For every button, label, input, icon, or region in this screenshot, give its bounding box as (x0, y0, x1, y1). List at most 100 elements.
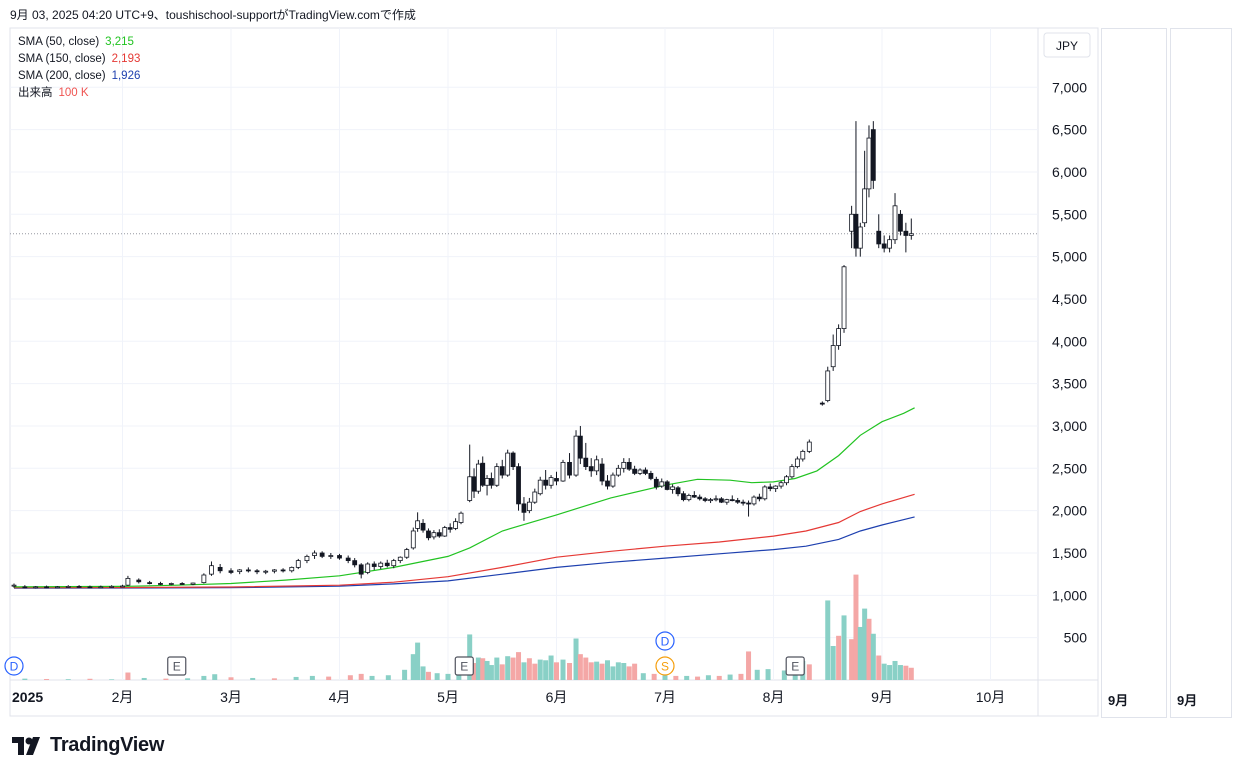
volume-bar (402, 669, 408, 680)
volume-bar (866, 618, 872, 680)
candle-body (319, 552, 325, 557)
volume-bar (640, 673, 646, 680)
candle-body (415, 520, 421, 529)
candle-body (475, 463, 481, 492)
candle-body (836, 328, 841, 346)
candle-body (337, 555, 342, 559)
candle-body (55, 586, 60, 589)
legend-sma200[interactable]: SMA (200, close) 1,926 (18, 70, 141, 82)
candle-body (675, 487, 681, 495)
volume-bar (347, 675, 353, 680)
volume-bar (594, 661, 600, 680)
candle-body (245, 569, 251, 572)
candle-body (147, 582, 153, 585)
volume-bar (510, 657, 516, 680)
candle-body (548, 477, 554, 486)
candle-body (228, 570, 234, 573)
mini-panel-2-label: 9月 (1177, 693, 1198, 708)
legend-sma50[interactable]: SMA (50, close) 3,215 (18, 36, 134, 48)
candle-body (643, 469, 648, 474)
candle-body (488, 478, 494, 486)
volume-bar (887, 665, 893, 680)
candle-body (789, 466, 795, 478)
candle-body (670, 486, 675, 490)
volume-bar (475, 657, 481, 680)
earnings-marker[interactable] (785, 656, 805, 676)
dividend-marker[interactable] (655, 631, 675, 651)
candle-body (903, 230, 909, 236)
volume-bar (212, 674, 218, 680)
candle-body (881, 243, 887, 249)
volume-bar (420, 666, 426, 680)
candle-body (442, 527, 448, 537)
earnings-marker[interactable] (454, 656, 474, 676)
dividend-marker[interactable] (4, 656, 24, 676)
sma150-line (13, 493, 915, 589)
candle-body (516, 466, 521, 505)
earnings-marker[interactable] (167, 656, 187, 676)
candle-body (588, 466, 594, 472)
candle-body (494, 466, 500, 486)
event-marker-label: E (173, 660, 181, 674)
volume-bar (271, 678, 277, 680)
volume-bar (250, 677, 256, 680)
candle-body (190, 582, 196, 585)
volume-bar (109, 679, 115, 680)
candle-body (397, 556, 403, 562)
volume-bar (434, 673, 440, 680)
volume-bar (781, 670, 787, 680)
volume-bar (543, 660, 549, 680)
volume-bar (583, 657, 589, 680)
volume-bar (853, 574, 859, 680)
candle-body (378, 562, 384, 567)
candle-body (605, 480, 610, 487)
tradingview-logo-text: TradingView (50, 734, 165, 756)
y-tick-label: 4,000 (1052, 333, 1087, 349)
legend-volume[interactable]: 出来高 100 K (18, 87, 89, 99)
volume-bar (651, 673, 657, 680)
volume-bar (415, 642, 421, 680)
candle-body (217, 566, 223, 572)
candle-body (632, 468, 638, 474)
candle-body (691, 495, 697, 498)
x-tick-label: 9月 (871, 689, 893, 705)
x-tick-label: 2月 (112, 689, 134, 705)
candle-body (773, 485, 779, 490)
candle-body (65, 586, 71, 588)
tradingview-logo[interactable]: TradingView (12, 734, 164, 757)
y-tick-label: 500 (1064, 630, 1088, 646)
x-tick-label: 8月 (763, 689, 785, 705)
volume-bar (521, 662, 527, 680)
currency-badge[interactable] (1043, 32, 1091, 58)
volume-bar (857, 626, 863, 680)
legend-sma150[interactable]: SMA (150, close) 2,193 (18, 53, 141, 65)
candle-body (648, 472, 654, 479)
candle-body (295, 560, 301, 568)
split-marker[interactable] (655, 656, 675, 676)
volume-bar (526, 658, 532, 680)
volume-bar (908, 667, 914, 680)
candle-body (526, 501, 532, 512)
candle-body (908, 233, 914, 236)
candle-body (708, 499, 713, 502)
volume-bar (825, 600, 831, 680)
candle-body (887, 239, 892, 249)
volume-bar (830, 646, 836, 680)
candle-body (800, 450, 806, 460)
legend-sma150-value: 2,193 (111, 53, 141, 65)
candle-body (756, 496, 762, 500)
candle-body (76, 586, 82, 588)
mini-panel-2[interactable]: 9月 (1170, 28, 1232, 718)
candle-body (740, 501, 746, 504)
candle-body (735, 500, 741, 503)
volume-bar (673, 675, 679, 680)
y-tick-label: 2,000 (1052, 503, 1087, 519)
candle-body (467, 476, 473, 501)
mini-panel-1[interactable]: 9月 (1101, 28, 1167, 718)
candle-body (125, 577, 131, 586)
volume-bar (22, 678, 28, 680)
candle-body (471, 476, 477, 492)
y-tick-label: 6,000 (1052, 164, 1087, 180)
candle-body (577, 435, 583, 459)
